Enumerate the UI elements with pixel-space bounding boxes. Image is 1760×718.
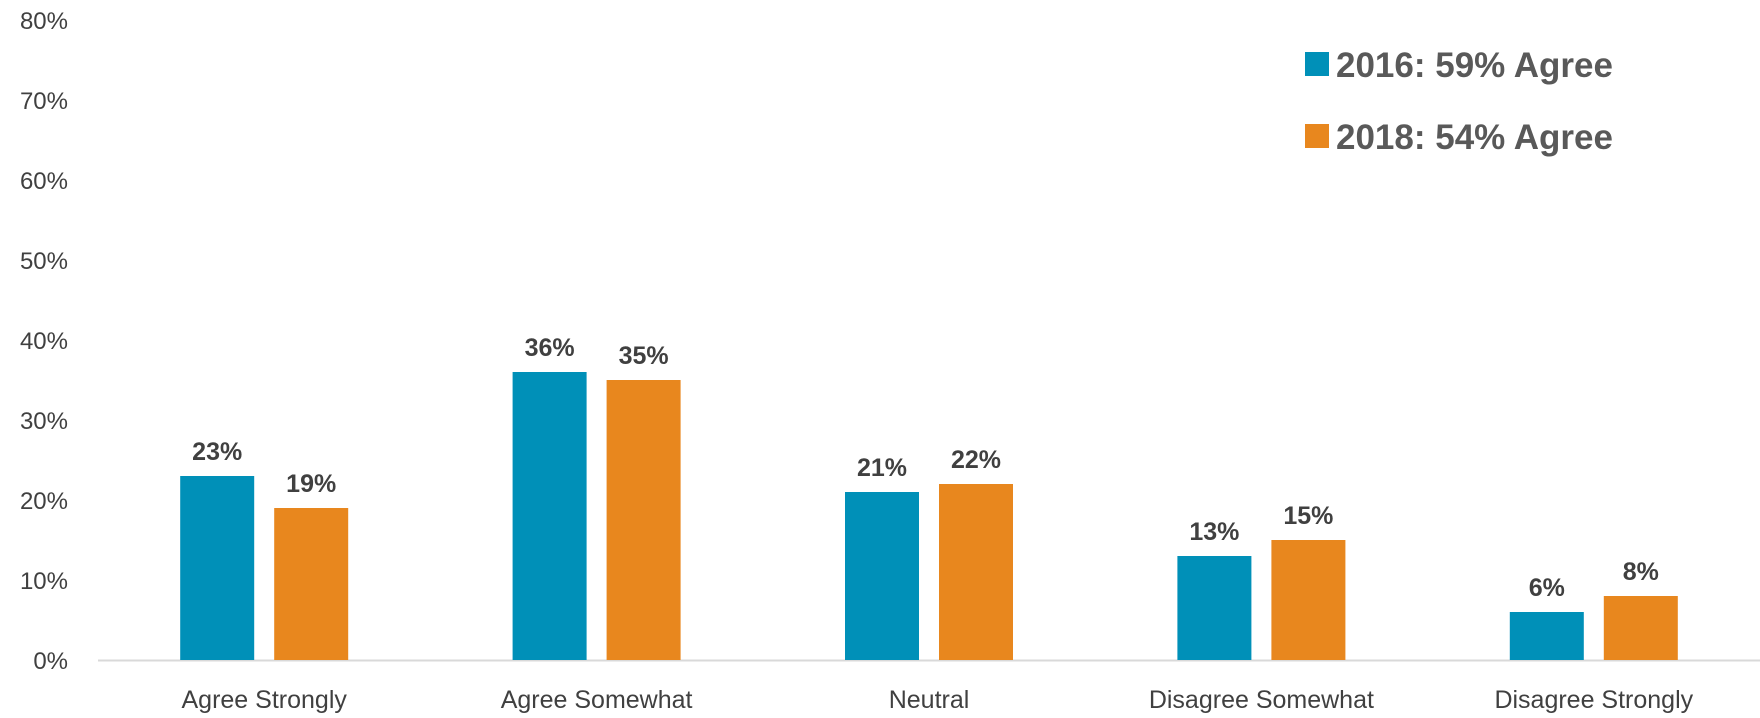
data-label: 8% bbox=[1623, 558, 1659, 586]
y-tick-label: 20% bbox=[20, 488, 68, 515]
legend-label: 2016: 59% Agree bbox=[1336, 46, 1613, 85]
legend-swatch bbox=[1305, 52, 1329, 76]
bars bbox=[180, 372, 1678, 660]
bar bbox=[274, 508, 349, 660]
data-label: 6% bbox=[1529, 574, 1565, 602]
data-label: 23% bbox=[192, 438, 242, 466]
legend-swatch bbox=[1305, 124, 1329, 148]
y-tick-label: 10% bbox=[20, 568, 68, 595]
data-label: 19% bbox=[286, 470, 336, 498]
bar bbox=[1509, 612, 1584, 660]
y-axis-ticks: 0% 10% 20% 30% 40% 50% 60% 70% 80% bbox=[20, 8, 68, 675]
legend-label: 2018: 54% Agree bbox=[1336, 118, 1613, 157]
bar bbox=[1177, 556, 1252, 660]
data-label: 13% bbox=[1189, 518, 1239, 546]
y-tick-label: 60% bbox=[20, 168, 68, 195]
data-labels: 23% 19% 36% 35% 21% 22% 13% 15% 6% 8% bbox=[192, 334, 1659, 602]
x-tick-label: Disagree Strongly bbox=[1494, 686, 1693, 714]
y-tick-label: 50% bbox=[20, 248, 68, 275]
x-tick-label: Agree Somewhat bbox=[501, 686, 693, 714]
y-tick-label: 40% bbox=[20, 328, 68, 355]
bar bbox=[606, 380, 681, 660]
y-tick-label: 0% bbox=[33, 648, 68, 675]
data-label: 21% bbox=[857, 454, 907, 482]
data-label: 35% bbox=[619, 342, 669, 370]
bar bbox=[845, 492, 919, 660]
y-tick-label: 80% bbox=[20, 8, 68, 35]
bar bbox=[512, 372, 587, 660]
y-tick-label: 70% bbox=[20, 88, 68, 115]
bar bbox=[1603, 596, 1678, 660]
x-tick-label: Disagree Somewhat bbox=[1149, 686, 1374, 714]
x-tick-label: Neutral bbox=[889, 686, 970, 714]
data-label: 22% bbox=[951, 446, 1001, 474]
bar bbox=[180, 476, 255, 660]
y-tick-label: 30% bbox=[20, 408, 68, 435]
bar bbox=[1271, 540, 1346, 660]
data-label: 15% bbox=[1283, 502, 1333, 530]
x-axis-category-labels: Agree Strongly Agree Somewhat Neutral Disag… bbox=[182, 686, 1694, 714]
bar bbox=[939, 484, 1013, 660]
x-tick-label: Agree Strongly bbox=[182, 686, 348, 714]
data-label: 36% bbox=[525, 334, 575, 362]
legend: 2016: 59% Agree 2018: 54% Agree bbox=[1305, 46, 1613, 157]
